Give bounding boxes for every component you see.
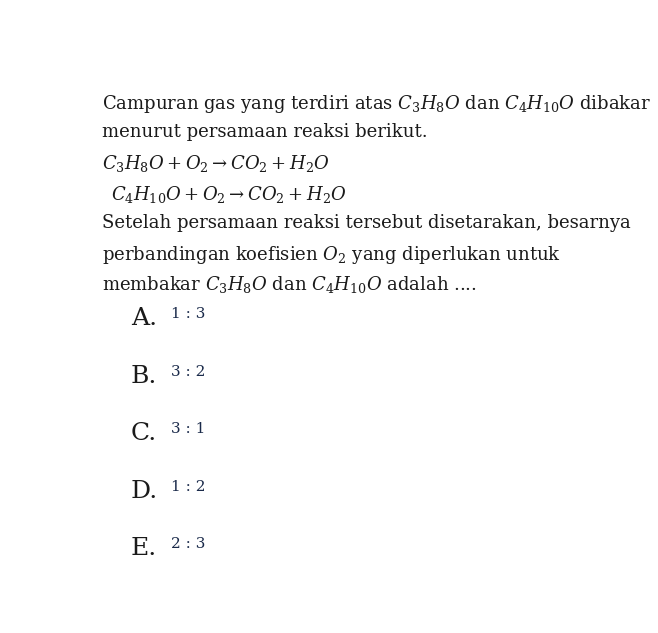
Text: $C_3H_8O + O_2 \rightarrow CO_2 + H_2O$: $C_3H_8O + O_2 \rightarrow CO_2 + H_2O$ bbox=[101, 153, 330, 175]
Text: C.: C. bbox=[131, 422, 157, 445]
Text: E.: E. bbox=[131, 537, 157, 560]
Text: perbandingan koefisien $O_2$ yang diperlukan untuk: perbandingan koefisien $O_2$ yang diperl… bbox=[101, 244, 561, 266]
Text: 2 : 3: 2 : 3 bbox=[172, 537, 206, 551]
Text: $C_4H_{10}O + O_2 \rightarrow CO_2 + H_2O$: $C_4H_{10}O + O_2 \rightarrow CO_2 + H_2… bbox=[111, 184, 347, 204]
Text: D.: D. bbox=[131, 480, 158, 503]
Text: Campuran gas yang terdiri atas $C_3H_8O$ dan $C_4H_{10}O$ dibakar: Campuran gas yang terdiri atas $C_3H_8O$… bbox=[101, 93, 651, 115]
Text: 1 : 3: 1 : 3 bbox=[172, 307, 206, 321]
Text: membakar $C_3H_8O$ dan $C_4H_{10}O$ adalah ....: membakar $C_3H_8O$ dan $C_4H_{10}O$ adal… bbox=[101, 274, 476, 296]
Text: B.: B. bbox=[131, 365, 157, 387]
Text: menurut persamaan reaksi berikut.: menurut persamaan reaksi berikut. bbox=[101, 123, 427, 141]
Text: 3 : 1: 3 : 1 bbox=[172, 422, 206, 436]
Text: A.: A. bbox=[131, 307, 157, 330]
Text: 1 : 2: 1 : 2 bbox=[172, 480, 206, 494]
Text: Setelah persamaan reaksi tersebut disetarakan, besarnya: Setelah persamaan reaksi tersebut diseta… bbox=[101, 214, 630, 232]
Text: 3 : 2: 3 : 2 bbox=[172, 365, 206, 379]
